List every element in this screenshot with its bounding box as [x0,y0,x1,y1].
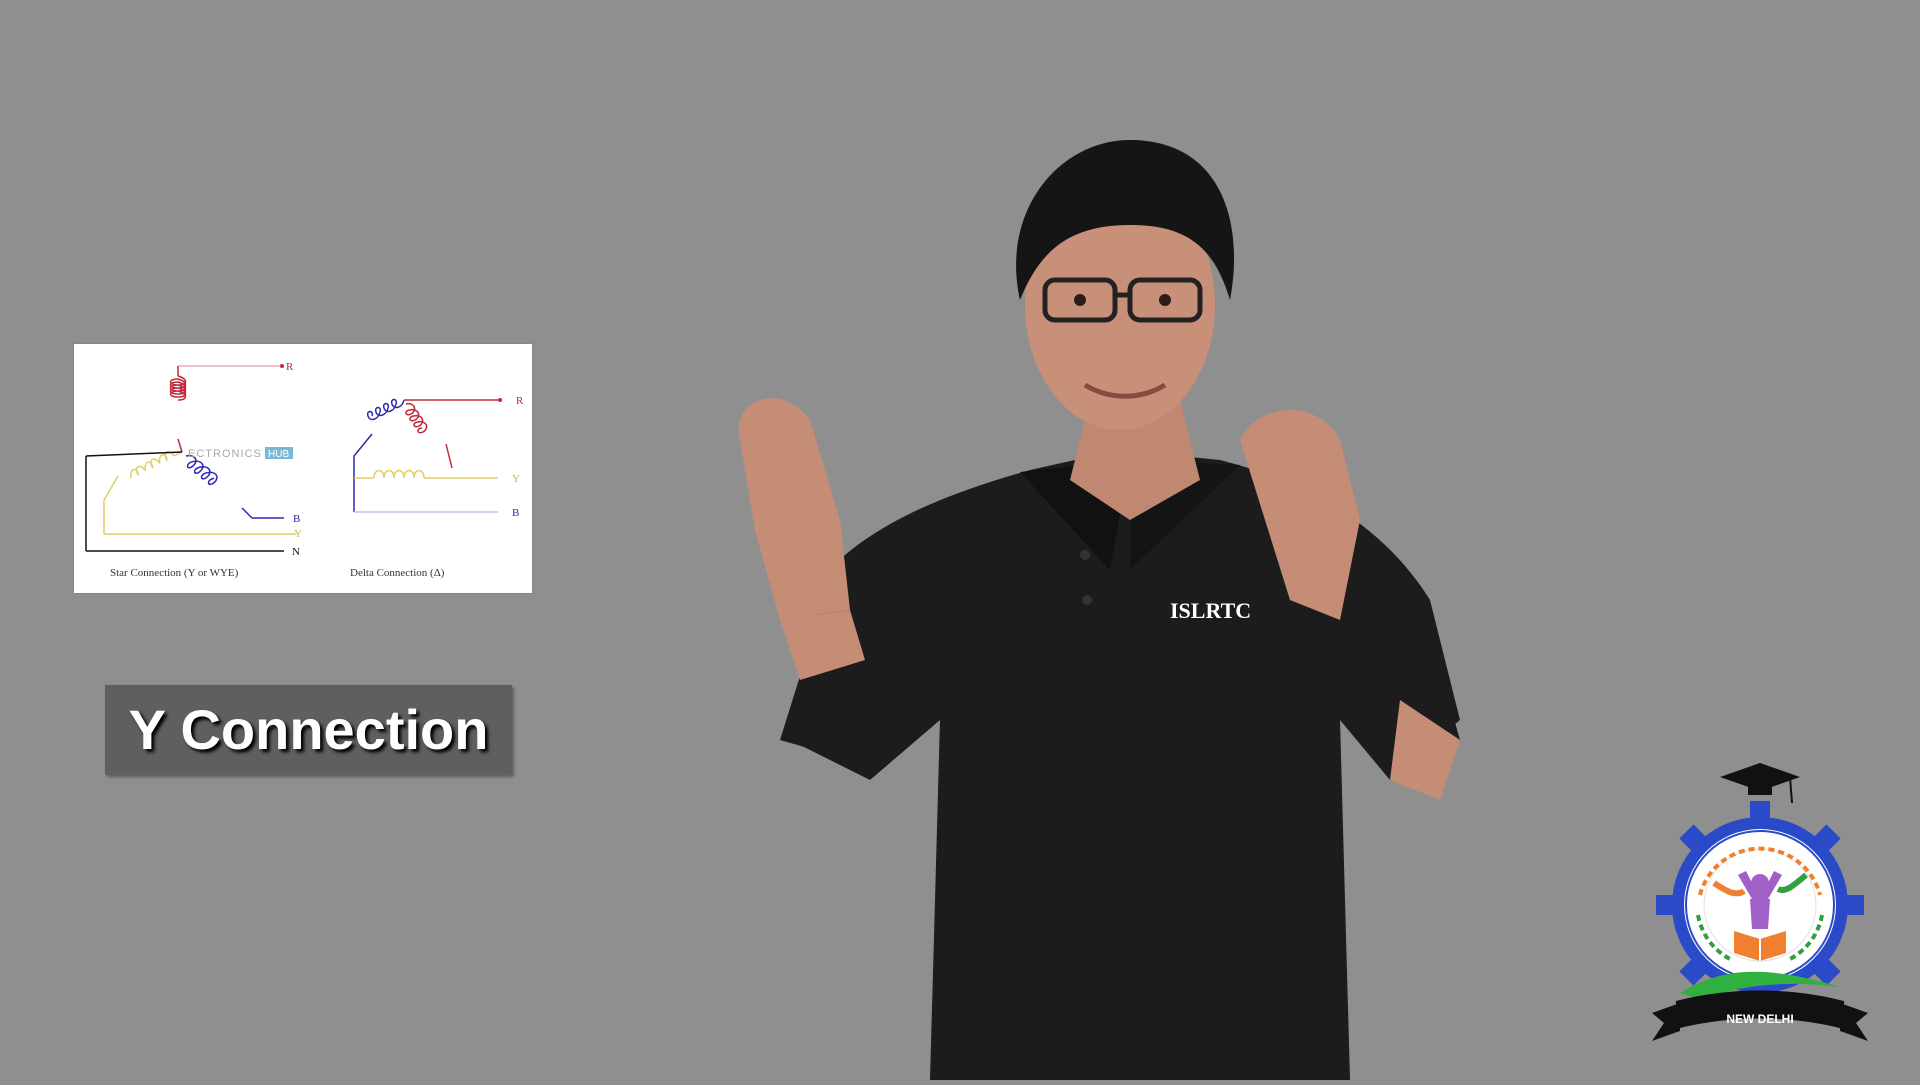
caption-box: Y Connection [105,685,512,775]
delta-caption: Delta Connection (Δ) [350,567,445,579]
watermark-left: ECTRONICS [188,448,262,460]
delta-label-r: R [516,395,524,407]
circuit-diagram: R B Y N ECTRONICS HUB Star Connection (Y… [74,344,532,593]
logo-city-text: NEW DELHI [1726,1012,1793,1026]
star-label-b: B [293,513,300,525]
presenter-figure: ISLRTC [738,140,1460,1080]
delta-label-b: B [512,507,519,519]
star-label-n: N [292,546,300,558]
presenter: ISLRTC [700,100,1520,1080]
delta-label-y: Y [512,473,520,485]
shirt-logo-text: ISLRTC [1170,598,1251,623]
circuit-diagram-graphic: R B Y N ECTRONICS HUB Star Connection (Y… [85,361,524,579]
star-caption: Star Connection (Y or WYE) [110,567,239,579]
caption-text: Y Connection [128,698,489,761]
islrtc-logo: NEW DELHI [1640,755,1880,1045]
star-label-r: R [286,361,294,373]
islrtc-logo-graphic: NEW DELHI [1652,763,1868,1041]
watermark-right: HUB [268,449,289,460]
star-label-y: Y [294,528,302,540]
